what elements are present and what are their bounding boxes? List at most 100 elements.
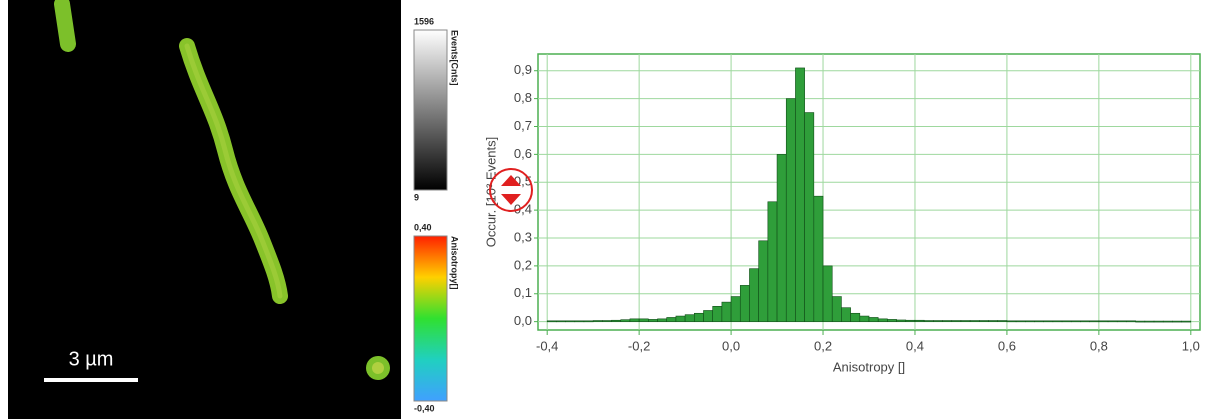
icon-ring xyxy=(489,168,533,212)
y-tick-label: 0,2 xyxy=(514,257,532,272)
x-tick-label: -0,4 xyxy=(536,338,558,353)
bar xyxy=(1061,320,1072,323)
bar xyxy=(694,312,704,322)
bar xyxy=(933,320,943,322)
bar xyxy=(767,201,778,322)
micrograph: 3 µm xyxy=(8,0,401,419)
bar xyxy=(877,318,888,322)
bar xyxy=(1052,320,1063,323)
bar xyxy=(822,265,833,322)
bar xyxy=(1144,320,1155,323)
x-axis-label: Anisotropy [] xyxy=(833,359,905,374)
x-tick-label: -0,2 xyxy=(628,338,650,353)
bar xyxy=(574,320,585,323)
overlay-icon[interactable] xyxy=(489,168,533,212)
bar xyxy=(1098,320,1109,323)
bar xyxy=(1015,320,1026,323)
y-tick-label: 0,1 xyxy=(514,285,532,300)
bar xyxy=(620,319,631,322)
bar xyxy=(565,320,576,323)
bar xyxy=(1116,320,1127,323)
cell xyxy=(54,0,76,52)
bar xyxy=(979,320,989,322)
bar xyxy=(1043,320,1054,323)
bar xyxy=(841,307,851,322)
bar xyxy=(951,320,962,322)
bar xyxy=(795,67,805,322)
intensity-colorbar xyxy=(413,29,448,191)
bar xyxy=(969,320,980,322)
bar xyxy=(1025,320,1035,323)
bar xyxy=(776,154,787,322)
bar xyxy=(1126,320,1136,323)
bar xyxy=(850,312,861,322)
bar xyxy=(739,285,750,322)
bar xyxy=(721,301,732,322)
x-tick-label: 0,2 xyxy=(814,338,832,353)
bar xyxy=(1034,320,1044,323)
y-tick-label: 0,9 xyxy=(514,62,532,77)
bar xyxy=(831,296,842,322)
image-background xyxy=(8,0,401,419)
bar xyxy=(611,319,622,322)
anisotropy-label: Anisotropy[] xyxy=(450,236,460,290)
bar xyxy=(905,319,916,322)
bar xyxy=(749,268,759,322)
bar xyxy=(1080,320,1090,323)
bar xyxy=(1070,320,1081,323)
bar xyxy=(896,319,907,322)
bar xyxy=(675,315,686,322)
bar xyxy=(1181,320,1192,323)
cell-highlight xyxy=(184,43,283,299)
intensity-min: 9 xyxy=(414,192,419,202)
bar xyxy=(546,320,557,323)
anisotropy-colorbar xyxy=(413,235,448,402)
bar xyxy=(1006,320,1017,323)
bar xyxy=(868,317,879,322)
bar xyxy=(684,314,695,322)
bar xyxy=(648,319,658,322)
bar xyxy=(758,240,769,322)
icon-arrows xyxy=(501,175,521,205)
bar xyxy=(592,320,603,322)
bar xyxy=(730,296,741,322)
histogram-chart: Anisotropy [] Occur. [10³ Events] 0,00,1… xyxy=(483,53,1201,374)
intensity-label: Events[Cnts] xyxy=(450,30,460,86)
bar xyxy=(887,319,897,322)
bar xyxy=(1107,320,1118,323)
bar xyxy=(914,319,925,322)
bar xyxy=(629,318,640,322)
bar xyxy=(813,195,824,322)
bar xyxy=(666,317,677,322)
anisotropy-max: 0,40 xyxy=(414,222,432,232)
bar xyxy=(1172,320,1182,323)
bar xyxy=(638,318,649,322)
y-tick-label: 0,3 xyxy=(514,229,532,244)
bar xyxy=(1153,320,1164,323)
x-tick-label: 0,6 xyxy=(998,338,1016,353)
cell-core xyxy=(372,362,384,374)
y-tick-label: 0,0 xyxy=(514,313,532,328)
x-tick-label: 0,0 xyxy=(722,338,740,353)
bar xyxy=(785,98,796,322)
y-tick-label: 0,8 xyxy=(514,90,532,105)
y-tick-label: 0,6 xyxy=(514,146,532,161)
bar xyxy=(859,315,870,322)
bar xyxy=(942,320,953,322)
bar xyxy=(1135,320,1146,323)
bar xyxy=(997,320,1008,322)
intensity-max: 1596 xyxy=(414,16,434,26)
bar xyxy=(712,306,723,322)
x-tick-label: 0,8 xyxy=(1090,338,1108,353)
scale-bar xyxy=(44,378,138,382)
bar xyxy=(1089,320,1100,323)
x-tick-label: 1,0 xyxy=(1182,338,1200,353)
bar xyxy=(602,320,612,322)
y-tick-label: 0,4 xyxy=(514,202,532,217)
bar xyxy=(583,320,594,323)
y-tick-label: 0,7 xyxy=(514,118,532,133)
bar xyxy=(923,320,934,322)
bar xyxy=(556,320,566,323)
plot-area xyxy=(537,53,1201,331)
